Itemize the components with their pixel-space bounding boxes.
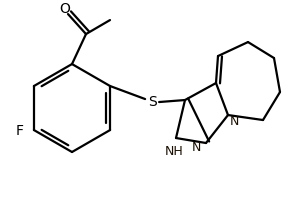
Text: N: N [191,141,201,153]
Text: F: F [16,124,24,138]
Text: S: S [148,95,156,109]
Text: O: O [60,2,71,16]
Text: NH: NH [165,145,183,158]
Text: N: N [229,114,239,128]
